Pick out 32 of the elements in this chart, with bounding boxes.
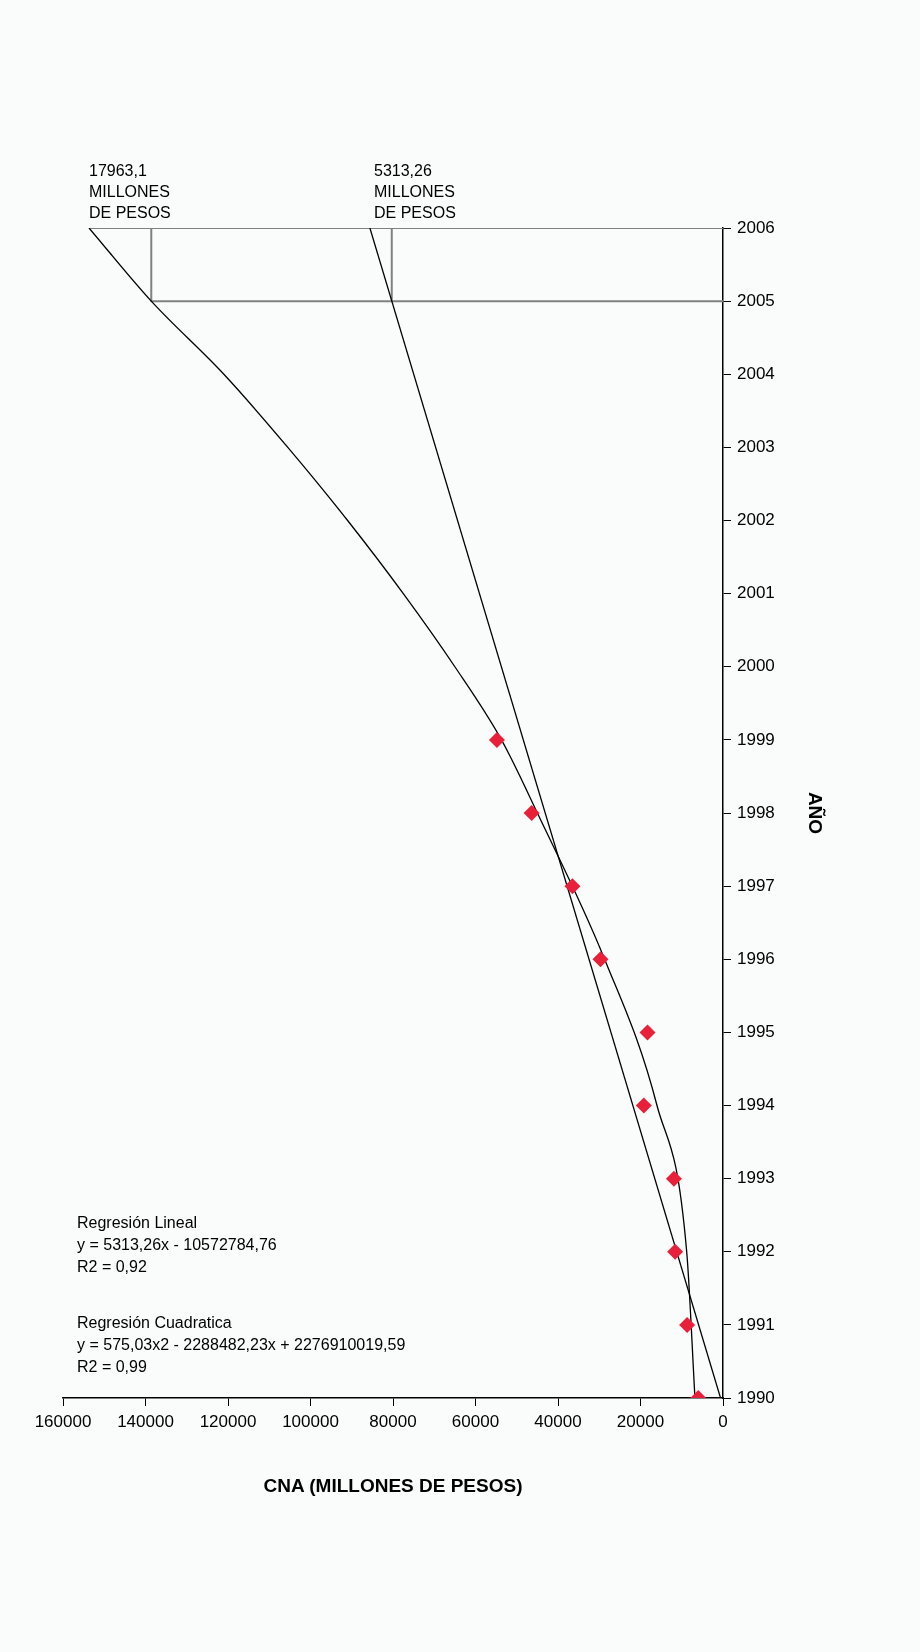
annotation: Regresión Cuadratica y = 575,03x2 - 2288482,23x + 2276910019,59 R2 = 0,99	[77, 1314, 406, 1376]
y-tick-label: 1994	[737, 1095, 775, 1115]
y-tick-label: 2003	[737, 437, 775, 457]
x-tick-label: 0	[718, 1411, 728, 1431]
y-tick-label: 2006	[737, 217, 775, 237]
y-tick-label: 1995	[737, 1022, 775, 1042]
x-tick-label: 60000	[451, 1411, 500, 1431]
x-axis-title: CNA (MILLONES DE PESOS)	[263, 1474, 523, 1496]
annotation: 17963,1 MILLONES DE PESOS	[88, 162, 171, 222]
y-tick-label: 1996	[737, 948, 775, 968]
x-tick-label: 80000	[369, 1411, 417, 1431]
x-tick-label: 120000	[199, 1411, 257, 1431]
annotation: 5313,26 MILLONES DE PESOS	[374, 162, 456, 222]
y-tick-label: 1990	[737, 1387, 775, 1407]
x-tick-label: 100000	[282, 1411, 339, 1431]
x-tick-label: 20000	[616, 1411, 665, 1431]
y-tick-label: 2004	[737, 363, 775, 383]
y-tick-label: 2005	[737, 290, 775, 310]
x-tick-label: 40000	[534, 1411, 582, 1431]
y-tick-label: 2000	[737, 656, 775, 676]
y-tick-label: 1992	[737, 1241, 775, 1261]
y-tick-label: 1997	[737, 875, 775, 895]
y-tick-label: 2001	[737, 583, 775, 603]
y-tick-label: 1998	[737, 802, 775, 822]
y-tick-label: 1991	[737, 1314, 775, 1334]
y-tick-label: 2002	[737, 510, 775, 530]
y-axis-title: AÑO	[805, 791, 827, 835]
x-tick-label: 160000	[34, 1411, 92, 1431]
y-tick-label: 1993	[737, 1168, 775, 1188]
x-tick-label: 140000	[117, 1411, 174, 1431]
y-tick-label: 1999	[737, 729, 775, 749]
annotation: Regresión Lineal y = 5313,26x - 10572784,76 R2 = 0,92	[77, 1214, 277, 1276]
